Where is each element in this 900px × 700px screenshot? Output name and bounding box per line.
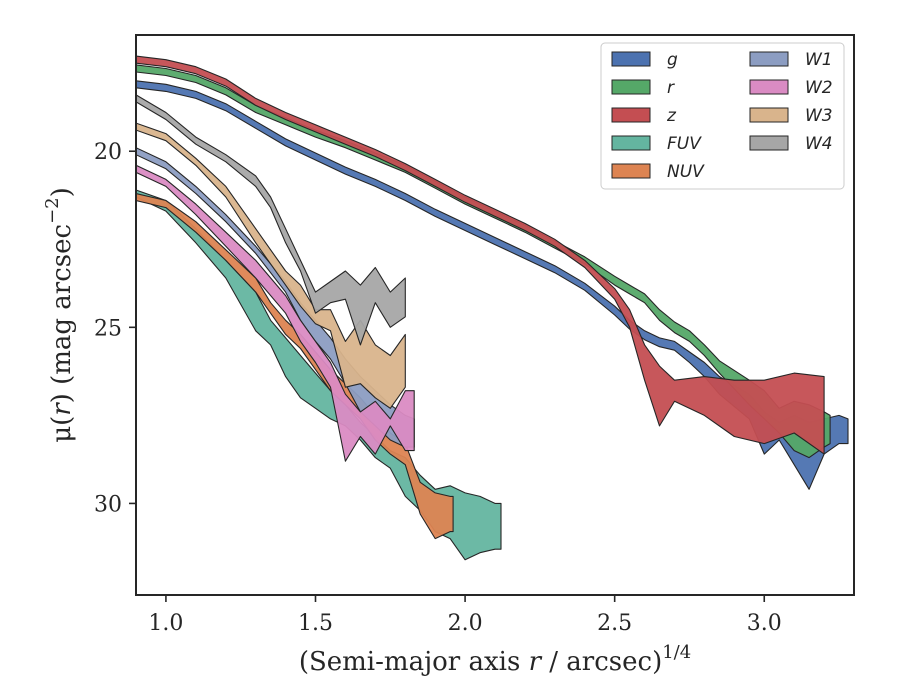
legend-swatch-w3 [749,107,789,123]
legend-label-g: g [667,50,678,70]
legend: grz FUV NUV W1 W2 W3 W4 [600,42,845,190]
x-axis-label: (Semi-major axis r / arcsec)1/4 [299,642,691,677]
y-axis-label-sup: −2 [42,197,63,224]
legend-swatch-r [611,79,651,95]
legend-label-w1: W1 [805,50,833,70]
x-tick-label: 1.5 [298,611,333,636]
y-tick-label: 20 [94,140,122,165]
x-tick-label: 2.0 [448,611,483,636]
legend-swatch-z [611,107,651,123]
y-axis-label-end: ) [47,187,77,197]
legend-label-fuv: FUV [667,134,702,154]
x-axis-ticks: 1.0 1.5 2.0 2.5 3.0 [148,595,782,636]
x-tick-label: 2.5 [597,611,632,636]
y-tick-label: 30 [94,492,122,517]
legend-label-r: r [667,78,675,98]
band-w4 [136,94,406,346]
band-g [136,80,849,490]
x-axis-label-post: / arcsec) [541,647,662,677]
plot-frame [135,34,855,596]
band-z [136,55,825,455]
y-tick-label: 25 [94,316,122,341]
y-axis-label: μ(r) (mag arcsec−2) [42,187,77,443]
x-axis-label-sup: 1/4 [662,642,691,663]
legend-label-w4: W4 [805,134,833,154]
legend-label-w2: W2 [805,78,833,98]
legend-swatch-w4 [749,135,789,151]
band-nuv [136,192,454,540]
band-w2 [136,164,415,462]
legend-swatch-nuv [611,163,651,179]
y-axis-label-post: ) (mag arcsec [47,224,77,403]
x-tick-label: 3.0 [747,611,782,636]
legend-swatch-w2 [749,79,789,95]
y-axis-label-pre: μ( [47,416,77,443]
legend-swatch-fuv [611,135,651,151]
y-axis-ticks: 20 25 30 [94,140,136,517]
profile-bands [136,55,849,561]
x-axis-label-pre: (Semi-major axis [299,647,529,677]
legend-swatch-w1 [749,51,789,67]
legend-label-w3: W3 [805,106,833,126]
x-axis-label-var: r [529,647,543,677]
legend-label-nuv: NUV [667,162,705,182]
x-tick-label: 1.0 [148,611,183,636]
legend-label-z: z [666,106,677,126]
legend-swatch-g [611,51,651,67]
band-w3 [136,122,406,409]
y-axis-label-var: r [47,402,77,416]
